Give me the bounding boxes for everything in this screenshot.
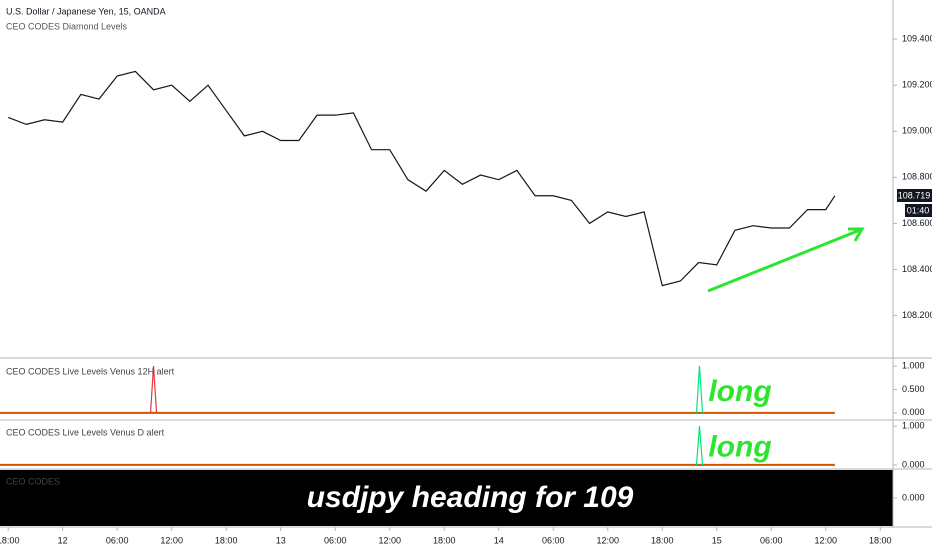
symbol-title: U.S. Dollar / Japanese Yen, 15, OANDA [6,6,166,16]
pane-title: CEO CODES Live Levels Venus 12H alert [6,366,175,376]
x-tick-label: 12:00 [815,535,838,545]
x-tick-label: 12:00 [596,535,619,545]
y-tick-label: 108.600 [902,218,932,228]
y-tick-label: 109.400 [902,34,932,44]
x-tick-label: 18:00 [215,535,238,545]
x-tick-label: 06:00 [324,535,347,545]
x-tick-label: 18:00 [869,535,892,545]
x-tick-label: 06:00 [542,535,565,545]
x-tick-label: 14 [494,535,504,545]
banner-bg [0,470,893,526]
y-tick-label: 108.200 [902,310,932,320]
alert-spike [695,366,704,413]
countdown: 01:40 [907,205,930,215]
y-tick-label: 108.400 [902,264,932,274]
annotation: long [708,375,771,408]
pane-title: CEO CODES Live Levels Venus D alert [6,427,165,437]
x-tick-label: 13 [276,535,286,545]
y-tick-label: 0.000 [902,459,925,469]
x-tick-label: 15 [712,535,722,545]
banner-text: usdjpy heading for 109 [307,481,634,514]
last-price-box [897,189,932,202]
y-tick-label: 0.000 [902,492,925,502]
alert-spike [695,426,704,465]
alert-spike [149,366,158,413]
y-tick-label: 0.500 [902,384,925,394]
x-tick-label: 12:00 [160,535,183,545]
x-tick-label: 06:00 [106,535,129,545]
trend-arrow [707,228,861,293]
x-tick-label: 18:00 [0,535,19,545]
y-tick-label: 1.000 [902,420,925,430]
indicator-title: CEO CODES Diamond Levels [6,21,128,31]
annotation: long [708,430,771,463]
y-tick-label: 0.000 [902,407,925,417]
y-tick-label: 108.800 [902,172,932,182]
countdown-box [905,204,932,217]
last-price: 108.719 [898,190,931,200]
y-tick-label: 109.200 [902,80,932,90]
trend-arrow-head [848,227,865,242]
y-tick-label: 109.000 [902,126,932,136]
x-tick-label: 06:00 [760,535,783,545]
y-tick-label: 1.000 [902,360,925,370]
x-tick-label: 12 [58,535,68,545]
x-tick-label: 18:00 [433,535,456,545]
x-tick-label: 12:00 [378,535,401,545]
pane-title: CEO CODES [6,476,60,486]
x-tick-label: 18:00 [651,535,674,545]
price-line [7,70,836,287]
